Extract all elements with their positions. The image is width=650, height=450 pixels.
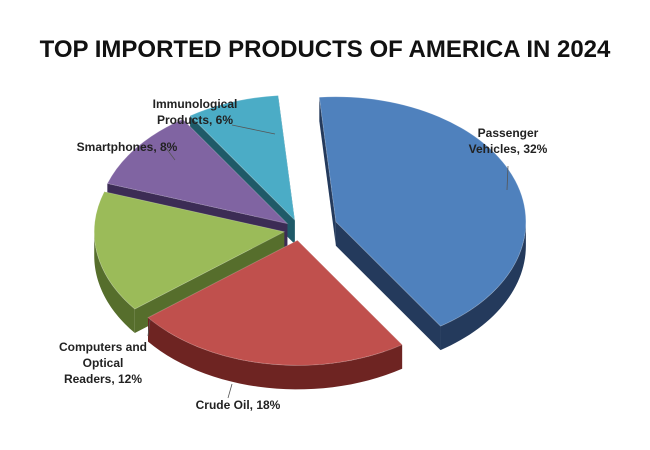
pie-slice: Computers and Optical Readers (93, 191, 286, 310)
slice-label: Immunological Products, 6% (153, 97, 238, 127)
slice-wall (94, 231, 135, 334)
pie-slice: Smartphones (106, 118, 289, 225)
pie-slice: Immunological Products (189, 95, 296, 222)
leader-line (506, 165, 509, 191)
slice-label: Smartphones, 8% (77, 140, 178, 154)
leader-line (231, 124, 276, 135)
leader-line (227, 383, 233, 399)
pie-slice: Crude Oil (147, 239, 403, 366)
slice-wall (440, 221, 526, 351)
slice-wall (148, 317, 403, 390)
slice-tops: Passenger VehiclesCrude OilComputers and… (93, 95, 527, 366)
pie-slice: Passenger Vehicles (318, 96, 527, 327)
slice-label: Computers and Optical Readers, 12% (59, 340, 147, 386)
slice-label: Passenger Vehicles, 32% (469, 126, 548, 156)
slice-cut-face (335, 221, 441, 351)
slice-cut-face (319, 97, 336, 246)
leader-line (147, 319, 151, 337)
chart-title: TOP IMPORTED PRODUCTS OF AMERICA IN 2024 (39, 36, 611, 63)
slice-label: Crude Oil, 18% (196, 398, 281, 412)
slice-labels: Passenger Vehicles, 32% Crude Oil, 18% Comp… (59, 97, 548, 412)
leader-line (165, 147, 176, 161)
